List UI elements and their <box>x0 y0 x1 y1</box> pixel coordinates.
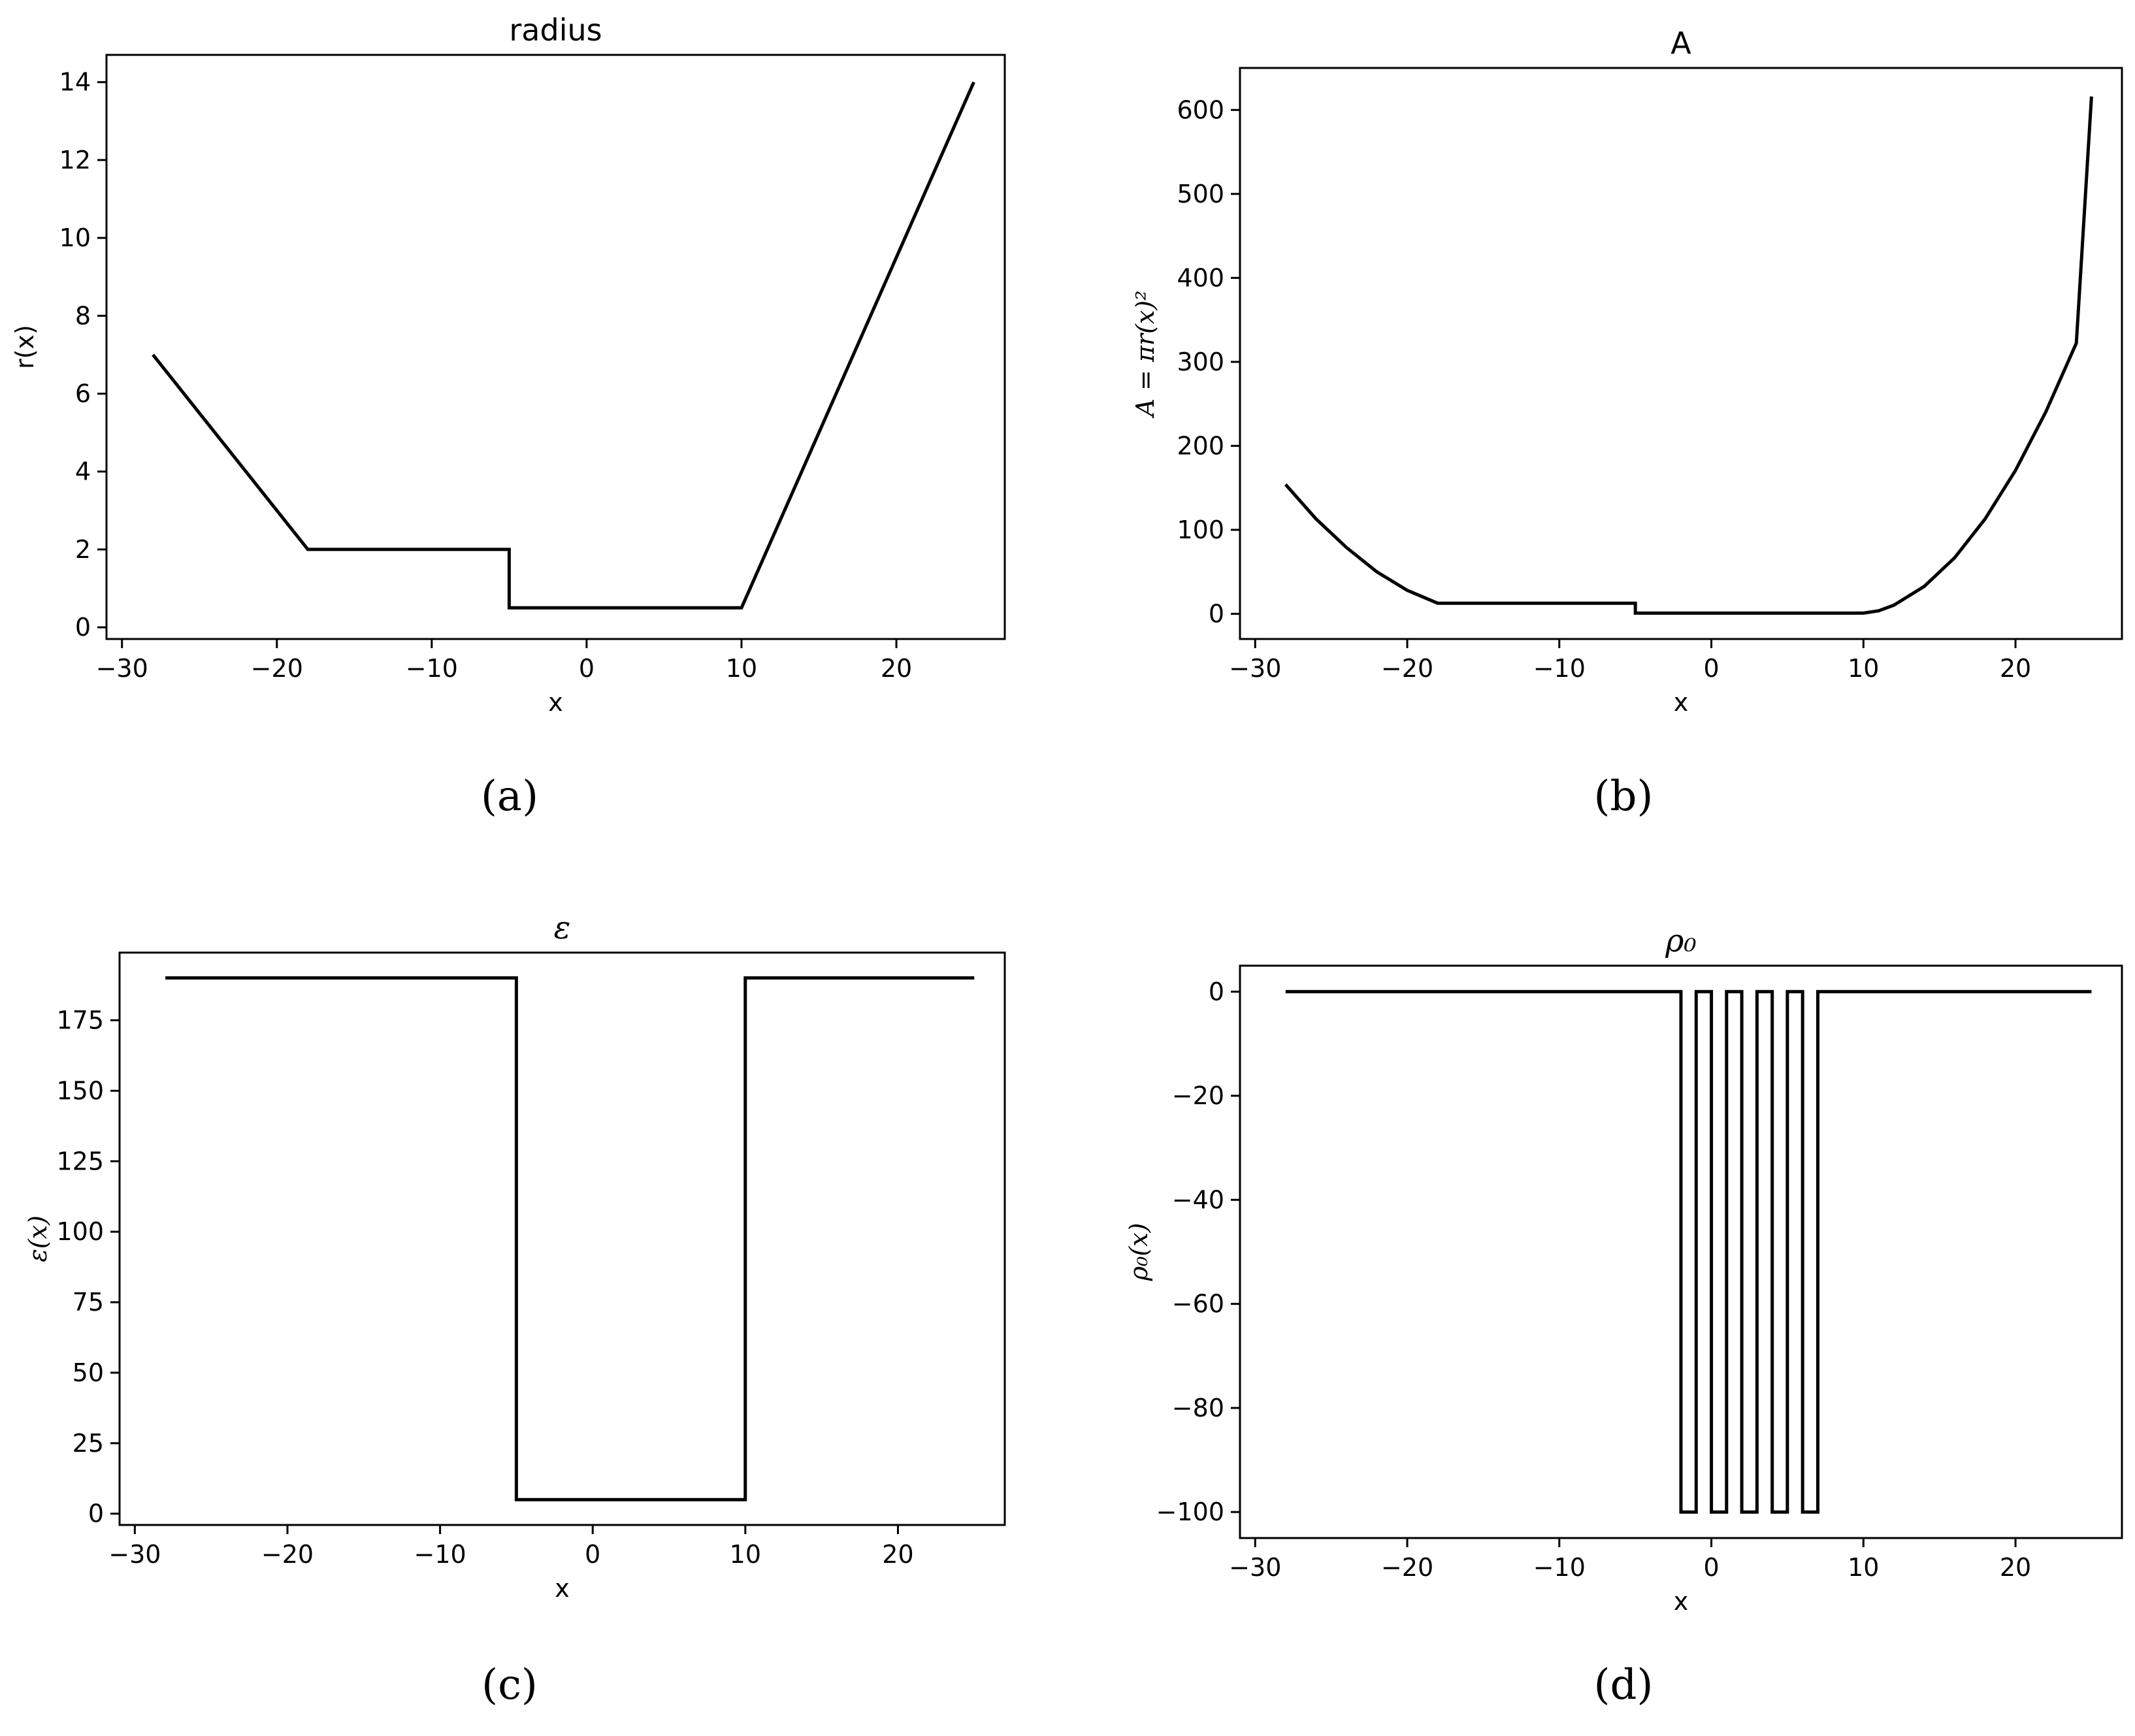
x-tick-label: −30 <box>96 654 148 683</box>
y-tick-label: 100 <box>56 1217 104 1246</box>
axes-frame <box>1239 67 2123 640</box>
y-tick-label: 4 <box>75 457 91 486</box>
y-tick-label: 600 <box>1177 95 1224 124</box>
x-tick-label: 20 <box>882 1540 913 1569</box>
x-tick-label: −10 <box>406 654 458 683</box>
x-tick-label: 10 <box>1848 1553 1879 1582</box>
chart-title: A <box>1671 25 1691 61</box>
panel-caption: (a) <box>481 772 538 821</box>
y-tick-label: −20 <box>1172 1081 1224 1110</box>
panel-caption: (d) <box>1594 1661 1654 1709</box>
axes-frame <box>105 54 1006 640</box>
x-tick-label: 0 <box>579 654 595 683</box>
y-tick-label: 8 <box>75 301 91 330</box>
x-tick-label: 10 <box>726 654 757 683</box>
y-tick-label: −100 <box>1156 1498 1224 1526</box>
x-axis-label: x <box>1674 1587 1689 1616</box>
y-axis-label: ε(x) <box>24 1215 52 1262</box>
y-tick-label: 0 <box>75 613 91 642</box>
series-line <box>165 976 975 1501</box>
y-tick-label: 6 <box>75 380 91 408</box>
panel-caption: (c) <box>481 1661 538 1709</box>
series-line <box>1285 990 2092 1514</box>
chart-panel-3: −30 −20 −10 0 10 200−20−40−60−80−100ρ₀xρ₀(x)(… <box>1124 923 2123 1709</box>
x-tick-label: 10 <box>1848 654 1879 683</box>
y-tick-label: 200 <box>1177 431 1224 460</box>
y-tick-label: −80 <box>1172 1394 1224 1422</box>
chart-panel-2: −30 −20 −10 0 10 20 0 25 50 75 100 125 150 175 ε x ε(x) (… <box>24 909 1006 1709</box>
chart-title: ρ₀ <box>1665 923 1696 959</box>
y-tick-label: 0 <box>1209 977 1224 1006</box>
y-tick-label: 0 <box>1209 599 1224 628</box>
y-tick-label: 10 <box>59 223 91 252</box>
x-tick-label: 20 <box>2000 1553 2031 1582</box>
chart-title: radius <box>509 12 602 48</box>
y-tick-label: 100 <box>1177 516 1224 544</box>
y-tick-label: −40 <box>1172 1185 1224 1214</box>
x-tick-label: −10 <box>414 1540 466 1569</box>
y-axis-label: r(x) <box>10 325 39 369</box>
x-tick-label: −20 <box>251 654 303 683</box>
y-tick-label: 0 <box>88 1499 104 1528</box>
x-tick-label: 0 <box>1703 654 1719 683</box>
y-tick-label: 300 <box>1177 348 1224 376</box>
y-tick-label: 150 <box>56 1076 104 1105</box>
x-tick-label: −10 <box>1533 654 1586 683</box>
x-tick-label: 10 <box>730 1540 761 1569</box>
series-line <box>152 81 975 610</box>
x-tick-label: 20 <box>2000 654 2031 683</box>
x-tick-label: −30 <box>108 1540 161 1569</box>
chart-title: ε <box>554 909 571 946</box>
x-tick-label: −20 <box>1381 1553 1433 1582</box>
x-tick-label: −10 <box>1533 1553 1586 1582</box>
x-tick-label: 20 <box>881 654 912 683</box>
y-tick-label: 175 <box>56 1006 104 1035</box>
x-tick-label: 0 <box>1703 1553 1719 1582</box>
y-tick-label: 14 <box>59 68 91 97</box>
x-tick-label: 0 <box>585 1540 600 1569</box>
y-tick-label: 25 <box>73 1429 104 1458</box>
series-line <box>1284 96 2093 615</box>
y-tick-label: 50 <box>73 1358 104 1387</box>
x-axis-label: x <box>555 1574 570 1603</box>
panel-caption: (b) <box>1594 772 1654 821</box>
y-tick-label: 400 <box>1177 263 1224 292</box>
y-axis-label: ρ₀(x) <box>1124 1223 1153 1282</box>
x-tick-label: −20 <box>261 1540 314 1569</box>
axes-frame <box>1239 964 2123 1539</box>
y-tick-label: 125 <box>56 1147 104 1175</box>
x-tick-label: −30 <box>1229 654 1281 683</box>
axes-frame <box>118 951 1006 1526</box>
y-tick-label: 75 <box>73 1288 104 1317</box>
x-tick-label: −30 <box>1229 1553 1281 1582</box>
y-tick-label: −60 <box>1172 1290 1224 1318</box>
y-tick-label: 500 <box>1177 180 1224 208</box>
y-axis-label: A = πr(x)² <box>1131 291 1160 419</box>
x-axis-label: x <box>1674 688 1689 717</box>
x-axis-label: x <box>548 688 563 717</box>
x-tick-label: −20 <box>1381 654 1433 683</box>
y-tick-label: 2 <box>75 535 91 564</box>
chart-panel-0: −30 −20 −10 0 10 20 0 2 4 6 8 10 12 14 radius x r(x) (a) <box>10 12 1006 821</box>
y-tick-label: 12 <box>59 146 91 174</box>
